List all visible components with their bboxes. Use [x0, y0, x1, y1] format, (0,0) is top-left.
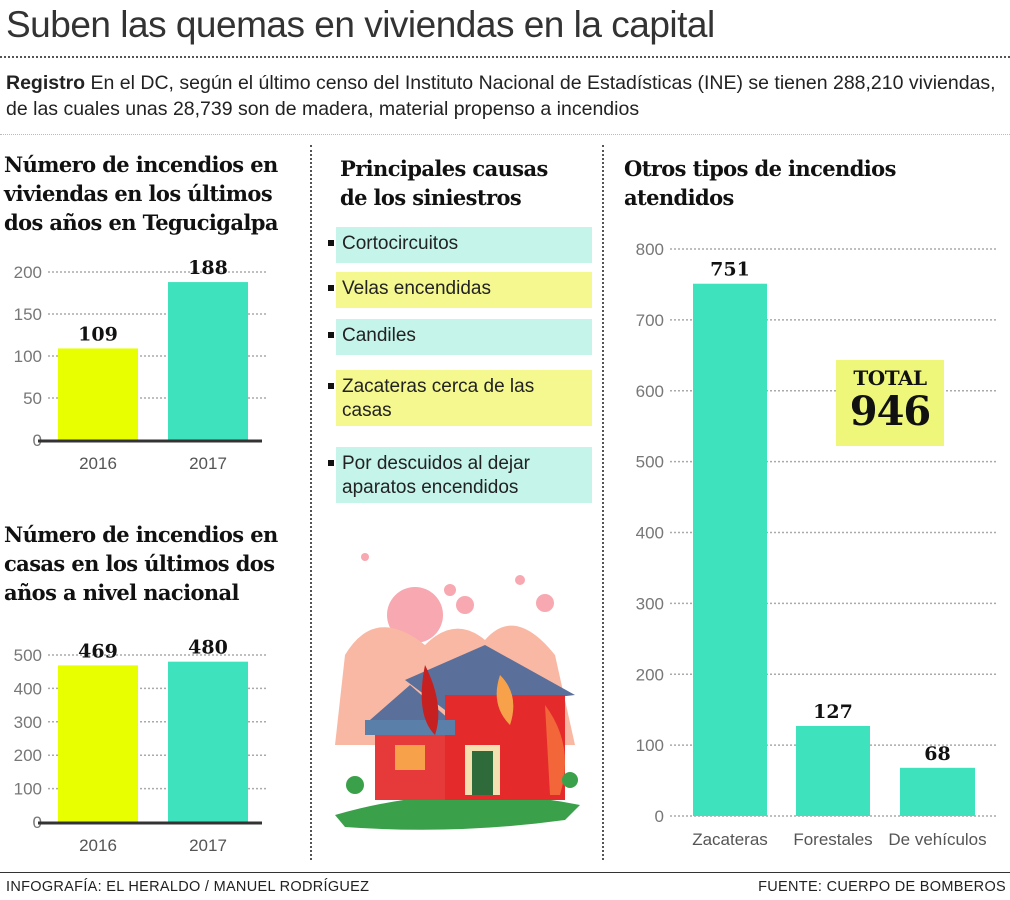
- intro-text: Registro En el DC, según el último censo…: [6, 70, 1006, 122]
- bar: [58, 665, 138, 822]
- y-tick-label: 0: [33, 813, 42, 832]
- bar: [693, 283, 767, 816]
- chart3-title: Otros tipos de incendios atendidos: [624, 156, 896, 210]
- bar: [168, 661, 248, 822]
- y-tick-label: 400: [14, 679, 42, 698]
- column-divider: [602, 145, 604, 860]
- causes-title: Principales causas de los siniestros: [340, 156, 548, 210]
- y-tick-label: 0: [655, 807, 664, 826]
- x-tick-label: 2017: [189, 836, 227, 855]
- y-tick-label: 800: [636, 240, 664, 259]
- cause-item: Por descuidos al dejar aparatos encendid…: [328, 447, 592, 503]
- total-badge: TOTAL 946: [836, 360, 944, 446]
- cause-background: [336, 227, 592, 263]
- y-tick-label: 300: [636, 594, 664, 613]
- data-label: 127: [813, 701, 853, 723]
- y-tick-label: 700: [636, 311, 664, 330]
- column-divider: [310, 145, 312, 860]
- cause-label: Zacateras cerca de las casas: [342, 376, 535, 421]
- y-tick-label: 50: [23, 389, 42, 408]
- bar: [58, 348, 138, 440]
- data-label: 469: [78, 640, 118, 662]
- chart1-title: Número de incendios en viviendas en los …: [4, 152, 278, 235]
- bar: [168, 282, 248, 440]
- x-tick-label: 2016: [79, 836, 117, 855]
- x-tick-label: Forestales: [793, 830, 872, 849]
- credit-text: INFOGRAFÍA: EL HERALDO / MANUEL RODRÍGUE…: [6, 879, 370, 895]
- x-tick-label: De vehículos: [888, 830, 986, 849]
- y-tick-label: 500: [14, 646, 42, 665]
- y-tick-label: 600: [636, 382, 664, 401]
- cause-item: Velas encendidas: [328, 272, 592, 308]
- y-tick-label: 500: [636, 453, 664, 472]
- chart2-title: Número de incendios en casas en los últi…: [4, 522, 278, 605]
- y-tick-label: 300: [14, 713, 42, 732]
- data-label: 188: [188, 257, 228, 279]
- total-value: 946: [849, 388, 932, 435]
- intro-body: En el DC, según el último censo del Inst…: [6, 72, 996, 120]
- y-tick-label: 100: [14, 780, 42, 799]
- y-tick-label: 150: [14, 305, 42, 324]
- intro-lead: Registro: [6, 72, 86, 94]
- footer-divider: [0, 872, 1010, 873]
- cause-item: Candiles: [328, 319, 592, 355]
- y-tick-label: 200: [14, 263, 42, 282]
- divider: [0, 134, 1010, 135]
- page-title: Suben las quemas en viviendas en la capi…: [6, 4, 715, 45]
- cause-item: Zacateras cerca de las casas: [328, 370, 592, 426]
- total-label: TOTAL: [853, 366, 927, 390]
- cause-background: [336, 370, 592, 426]
- x-tick-label: 2016: [79, 454, 117, 473]
- bar: [900, 767, 975, 816]
- cause-background: [336, 447, 592, 503]
- data-label: 68: [924, 743, 950, 765]
- bar: [796, 725, 870, 816]
- cause-label: Por descuidos al dejar aparatos encendid…: [342, 453, 530, 498]
- y-tick-label: 100: [636, 736, 664, 755]
- divider: [0, 56, 1010, 58]
- x-tick-label: 2017: [189, 454, 227, 473]
- y-tick-label: 400: [636, 524, 664, 543]
- source-text: FUENTE: CUERPO DE BOMBEROS: [758, 879, 1006, 895]
- cause-label: Candiles: [342, 325, 416, 346]
- cause-label: Cortocircuitos: [342, 233, 459, 254]
- data-label: 480: [188, 637, 228, 659]
- data-label: 751: [710, 259, 750, 281]
- cause-background: [336, 319, 592, 355]
- burning-house-illustration: [335, 553, 580, 830]
- cause-background: [336, 272, 592, 308]
- cause-item: Cortocircuitos: [328, 227, 592, 263]
- y-tick-label: 200: [636, 665, 664, 684]
- y-tick-label: 100: [14, 347, 42, 366]
- x-tick-label: Zacateras: [692, 830, 768, 849]
- cause-label: Velas encendidas: [342, 278, 491, 299]
- data-label: 109: [78, 323, 118, 345]
- y-tick-label: 0: [33, 431, 42, 450]
- y-tick-label: 200: [14, 746, 42, 765]
